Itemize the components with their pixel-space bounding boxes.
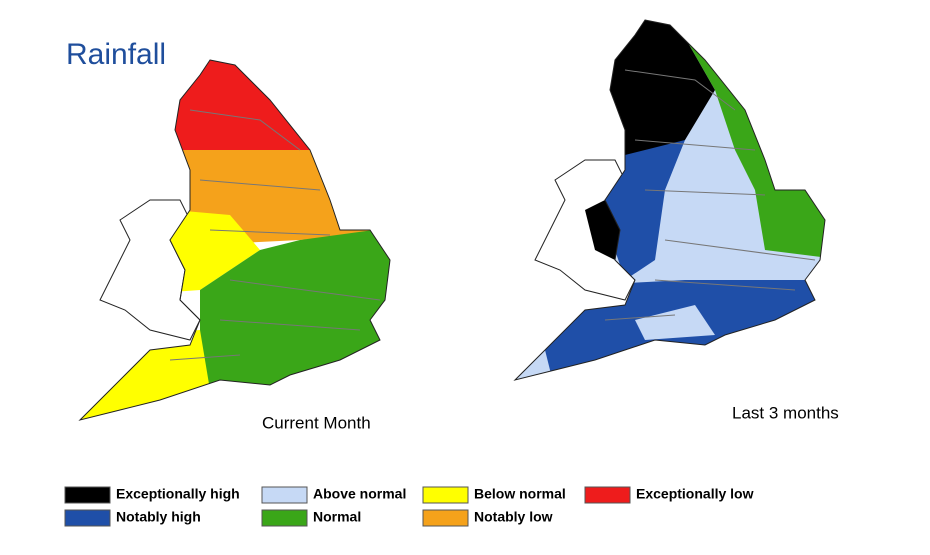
title: Rainfall xyxy=(66,38,166,71)
legend-swatch xyxy=(261,509,308,527)
legend-label: Notably high xyxy=(116,509,201,525)
legend-label: Above normal xyxy=(313,486,406,502)
legend-label: Exceptionally high xyxy=(116,486,240,502)
legend: Exceptionally high Notably high Above norm… xyxy=(64,486,754,527)
legend-label: Notably low xyxy=(474,509,553,525)
legend-label: Below normal xyxy=(474,486,566,502)
legend-swatch xyxy=(64,486,111,504)
legend-swatch xyxy=(584,486,631,504)
legend-swatch xyxy=(261,486,308,504)
legend-label: Normal xyxy=(313,509,361,525)
map-label: Current Month xyxy=(262,413,371,432)
map-current: Current Month xyxy=(78,59,391,432)
legend-swatch xyxy=(422,509,469,527)
legend-swatch xyxy=(64,509,111,527)
legend-label: Exceptionally low xyxy=(636,486,754,502)
map-label: Last 3 months xyxy=(732,403,839,422)
map-last3 xyxy=(513,19,826,381)
legend-swatch xyxy=(422,486,469,504)
